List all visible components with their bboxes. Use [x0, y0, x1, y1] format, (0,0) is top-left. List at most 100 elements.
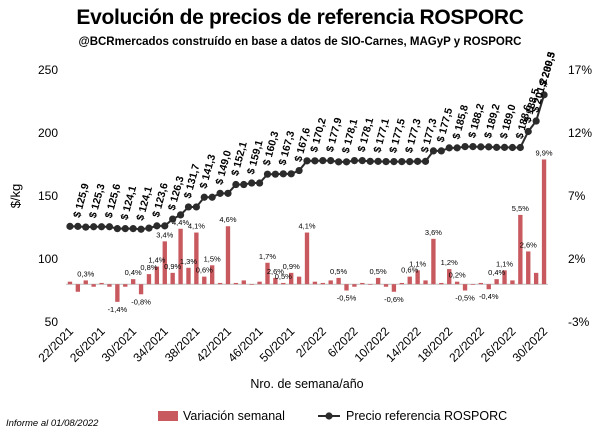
price-point — [287, 170, 295, 178]
legend: Variación semanal Precio referencia ROSPO… — [158, 409, 507, 423]
price-point — [406, 158, 414, 166]
bar-data-label: 4,4% — [172, 218, 189, 227]
bar — [360, 282, 365, 285]
price-point — [540, 91, 548, 99]
bar-data-label: 0,8% — [140, 263, 157, 272]
bar-data-label: 5,5% — [512, 204, 529, 213]
bar — [462, 284, 468, 291]
price-point — [74, 222, 82, 230]
bar — [486, 284, 491, 290]
price-point — [169, 215, 177, 223]
bar — [439, 282, 444, 285]
bar — [407, 276, 412, 285]
bar-data-label: 4,6% — [219, 215, 236, 224]
y2-tick-label: 17% — [568, 63, 592, 77]
bar-data-label: 0,2% — [449, 271, 466, 280]
price-point — [303, 157, 311, 165]
bar — [241, 280, 246, 285]
bar — [391, 284, 397, 292]
y2-tick-label: 2% — [568, 252, 586, 266]
price-point — [516, 143, 524, 152]
price-data-label: $ 230,3 — [537, 50, 558, 87]
price-point — [319, 156, 327, 165]
bar-data-label: 0,6% — [401, 266, 418, 275]
bar-data-label: 0,9% — [164, 262, 181, 271]
bar — [312, 281, 318, 285]
bar — [431, 238, 436, 285]
bar — [502, 270, 507, 285]
price-point — [508, 143, 517, 152]
x-tick-label: 2/2022 — [293, 324, 329, 360]
bar — [344, 284, 349, 291]
price-point — [327, 156, 335, 165]
bar — [130, 279, 136, 285]
price-point — [374, 157, 382, 165]
bar — [225, 226, 231, 285]
bar — [281, 282, 286, 285]
bar-data-label: -0,6% — [384, 295, 404, 304]
bar — [375, 277, 381, 285]
legend-bar-label: Variación semanal — [183, 409, 285, 423]
price-point — [248, 179, 256, 187]
bar — [423, 280, 428, 285]
price-point — [129, 225, 137, 233]
price-point — [232, 180, 240, 189]
bar — [170, 272, 175, 285]
price-point — [216, 189, 224, 197]
y-tick-label: 100 — [38, 252, 58, 266]
price-point — [477, 143, 485, 151]
price-point — [121, 225, 129, 233]
bar-data-label: 0,3% — [77, 269, 94, 278]
bar — [162, 241, 167, 285]
bar — [304, 232, 310, 285]
price-point — [335, 158, 343, 166]
bar-data-label: 1,2% — [441, 258, 458, 267]
bar-data-label: 3,4% — [156, 230, 173, 239]
price-point — [445, 144, 453, 152]
bar — [202, 276, 207, 285]
bar — [67, 281, 73, 285]
price-point — [295, 166, 303, 175]
bar — [154, 266, 160, 285]
x-tick-label: 30/2022 — [510, 324, 551, 365]
x-tick-label: 50/2021 — [257, 324, 298, 365]
bar — [217, 282, 223, 285]
bar — [186, 267, 191, 285]
price-point — [192, 203, 200, 211]
y-axis-label: $/kg — [8, 184, 23, 209]
price-point — [97, 223, 106, 231]
price-point — [184, 203, 193, 211]
price-point — [66, 222, 74, 230]
bar — [510, 280, 515, 285]
bar-data-label: 0,5% — [330, 267, 347, 276]
price-point — [161, 222, 169, 230]
bar — [289, 272, 294, 285]
bar — [494, 279, 499, 285]
price-point — [82, 223, 90, 231]
bar-data-label: 1,1% — [496, 259, 513, 268]
bar — [383, 284, 389, 287]
bar-data-label: -0,5% — [455, 294, 475, 303]
bar — [518, 214, 523, 285]
bar — [146, 274, 152, 285]
bar-data-label: 9,9% — [535, 148, 552, 157]
bar — [75, 284, 81, 292]
price-point — [342, 158, 351, 166]
price-point — [240, 180, 248, 189]
y2-tick-label: 7% — [568, 189, 586, 203]
price-point — [224, 189, 232, 197]
price-point — [350, 156, 359, 165]
bar — [352, 284, 357, 287]
bar — [123, 284, 128, 287]
price-point — [485, 143, 493, 151]
price-point — [145, 224, 153, 232]
bar — [533, 272, 539, 285]
bar — [526, 251, 531, 285]
y2-tick-label: 12% — [568, 126, 592, 140]
price-point — [429, 147, 438, 155]
x-axis-label: Nro. de semana/año — [250, 377, 363, 391]
bar-data-label: 0,5% — [275, 272, 292, 281]
bar-data-label: 2,6% — [267, 267, 284, 276]
